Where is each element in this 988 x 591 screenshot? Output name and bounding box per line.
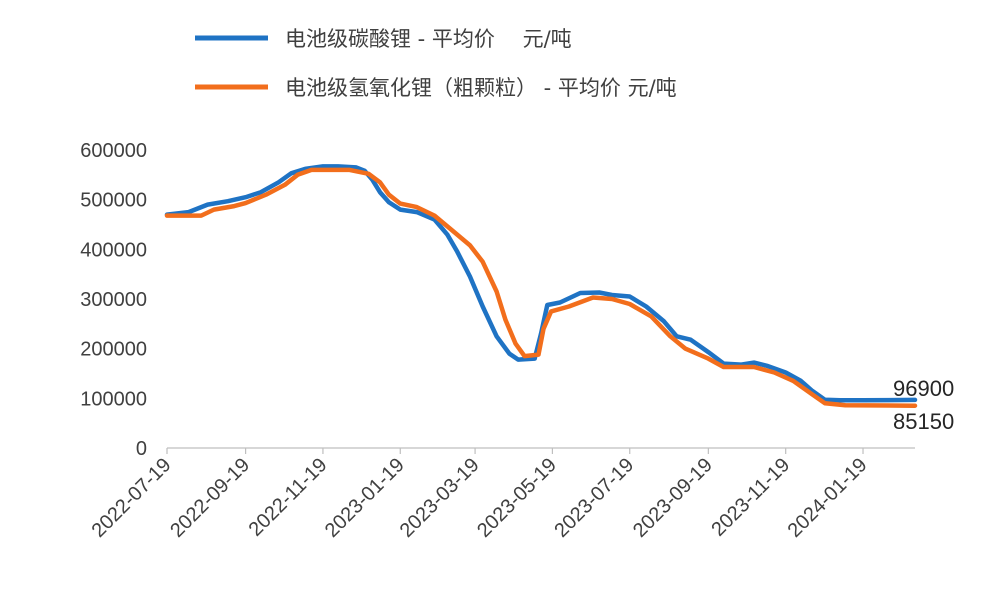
y-tick-label: 0	[136, 438, 147, 460]
y-tick-label: 400000	[80, 239, 147, 261]
y-tick-label: 100000	[80, 388, 147, 410]
series-line-lithium-carbonate	[164, 164, 918, 403]
x-tick-label: 2023-05-19	[473, 454, 561, 542]
y-tick-label: 600000	[80, 140, 147, 162]
y-tick-label: 500000	[80, 190, 147, 212]
end-label-lithium-hydroxide: 85150	[893, 409, 954, 434]
x-tick-label: 2023-09-19	[629, 454, 717, 542]
legend-label-lithium-carbonate: 电池级碳酸锂 - 平均价 元/吨	[285, 27, 572, 51]
x-tick-label: 2023-11-19	[707, 454, 794, 541]
x-tick-label: 2022-11-19	[245, 454, 332, 541]
x-axis-tick-marks	[166, 448, 864, 454]
x-tick-label: 2023-03-19	[396, 454, 484, 542]
legend: 电池级碳酸锂 - 平均价 元/吨 电池级氢氧化锂（粗颗粒） - 平均价 元/吨	[195, 27, 677, 100]
x-tick-label: 2022-07-19	[88, 454, 176, 542]
series-line-lithium-hydroxide	[164, 167, 918, 408]
x-tick-label: 2024-01-19	[784, 454, 872, 542]
end-label-lithium-carbonate: 96900	[893, 376, 954, 401]
y-tick-label: 200000	[80, 339, 147, 361]
legend-label-lithium-hydroxide: 电池级氢氧化锂（粗颗粒） - 平均价 元/吨	[285, 76, 677, 100]
x-tick-label: 2023-01-19	[321, 454, 409, 542]
y-tick-label: 300000	[80, 289, 147, 311]
x-axis-tick-labels: 2022-07-192022-09-192022-11-192023-01-19…	[88, 454, 872, 542]
y-axis-tick-labels: 0 100000 200000 300000 400000 500000 600000	[80, 140, 147, 460]
x-tick-label: 2023-07-19	[550, 454, 638, 542]
x-tick-label: 2022-09-19	[166, 454, 254, 542]
